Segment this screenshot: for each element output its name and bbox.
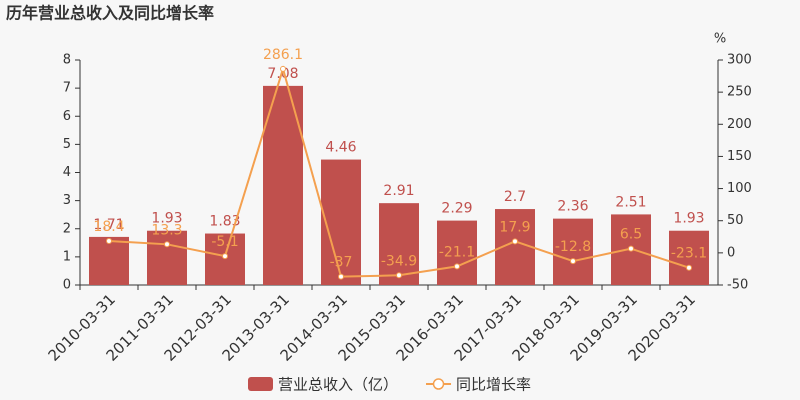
line-value-label: -23.1 bbox=[671, 246, 707, 262]
y-tick-label: 3 bbox=[63, 193, 71, 208]
bar bbox=[147, 230, 187, 285]
line-point bbox=[570, 258, 576, 265]
bar-value-label: 1.71 bbox=[93, 217, 124, 233]
y2-tick-label: 150 bbox=[727, 149, 752, 164]
bar bbox=[437, 220, 477, 285]
line-point bbox=[454, 263, 460, 270]
bar-value-label: 2.29 bbox=[441, 201, 472, 217]
bar-value-label: 2.7 bbox=[504, 189, 526, 205]
bar-value-label: 2.91 bbox=[383, 183, 414, 199]
line-point bbox=[106, 238, 112, 245]
y2-tick-label: -50 bbox=[727, 278, 748, 293]
line-point bbox=[338, 273, 344, 280]
line-value-label: -5.1 bbox=[211, 234, 238, 250]
line-value-label: 286.1 bbox=[263, 47, 303, 63]
y2-tick-label: 250 bbox=[727, 85, 752, 100]
line-value-label: 13.3 bbox=[151, 222, 182, 238]
y-tick-label: 6 bbox=[63, 109, 71, 124]
bar bbox=[669, 230, 709, 285]
bar-value-label: 7.08 bbox=[267, 66, 298, 82]
y2-unit: % bbox=[714, 32, 726, 47]
y2-tick-label: 0 bbox=[727, 245, 735, 260]
line-value-label: -34.9 bbox=[381, 253, 417, 269]
line-point bbox=[512, 238, 518, 245]
y2-tick-label: 300 bbox=[727, 53, 752, 68]
line-value-label: 17.9 bbox=[499, 219, 530, 235]
bar-value-label: 4.46 bbox=[325, 140, 356, 156]
chart-title: 历年营业总收入及同比增长率 bbox=[6, 4, 214, 23]
y-tick-label: 2 bbox=[63, 221, 71, 236]
y2-tick-label: 100 bbox=[727, 181, 752, 196]
line-value-label: -21.1 bbox=[439, 244, 475, 260]
bar bbox=[89, 236, 129, 285]
legend-label: 营业总收入（亿） bbox=[278, 376, 398, 394]
legend-swatch bbox=[432, 378, 445, 390]
line-value-label: 6.5 bbox=[620, 227, 642, 243]
bar-value-label: 1.93 bbox=[151, 211, 182, 227]
y-tick-label: 8 bbox=[63, 53, 71, 68]
line-point bbox=[280, 65, 286, 72]
y-tick-label: 1 bbox=[63, 249, 71, 264]
bar bbox=[553, 218, 593, 285]
line-value-label: -12.8 bbox=[555, 239, 591, 255]
y-tick-label: 0 bbox=[63, 278, 71, 293]
bar-value-label: 2.36 bbox=[557, 199, 588, 215]
line-point bbox=[686, 264, 692, 271]
bar-value-label: 2.51 bbox=[615, 194, 646, 210]
bar bbox=[205, 233, 245, 285]
line-point bbox=[164, 241, 170, 248]
bar-value-label: 1.93 bbox=[673, 211, 704, 227]
line-point bbox=[396, 272, 402, 279]
y-tick-label: 7 bbox=[63, 81, 71, 96]
y-tick-label: 4 bbox=[63, 165, 71, 180]
y2-tick-label: 50 bbox=[727, 213, 744, 228]
bar-value-label: 1.83 bbox=[209, 214, 240, 230]
line-point bbox=[222, 253, 228, 260]
bar bbox=[321, 159, 361, 285]
line-value-label: -37 bbox=[330, 255, 353, 271]
legend-label: 同比增长率 bbox=[456, 376, 531, 394]
y2-tick-label: 200 bbox=[727, 117, 752, 132]
y-tick-label: 5 bbox=[63, 137, 71, 152]
bar bbox=[379, 203, 419, 285]
line-point bbox=[628, 245, 634, 252]
line-value-label: 18.4 bbox=[93, 219, 124, 235]
legend-swatch bbox=[248, 377, 273, 391]
